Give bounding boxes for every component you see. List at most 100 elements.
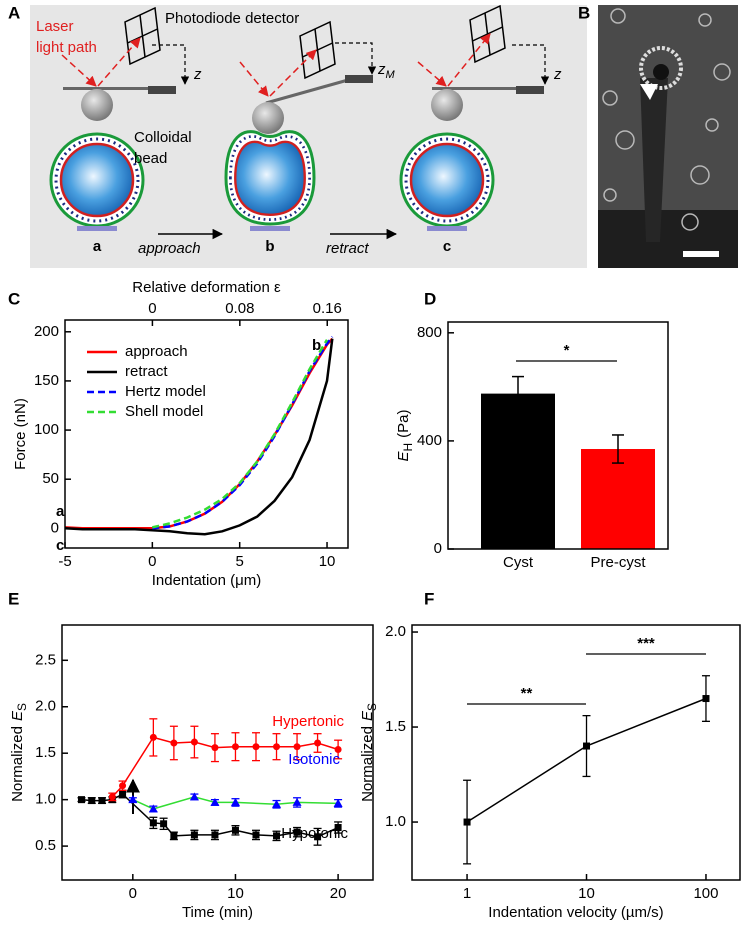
laser-label: light path bbox=[36, 39, 97, 56]
significance-label: ** bbox=[521, 685, 533, 702]
point bbox=[231, 826, 239, 834]
point bbox=[128, 795, 138, 804]
y-tick-label: 150 bbox=[34, 372, 59, 389]
height-symbol: z bbox=[377, 61, 386, 78]
point bbox=[252, 743, 260, 751]
point bbox=[230, 797, 240, 806]
point bbox=[210, 797, 220, 806]
plot-frame bbox=[61, 624, 374, 881]
point bbox=[108, 793, 116, 801]
bead-label: Colloidal bbox=[134, 129, 192, 146]
point bbox=[702, 695, 710, 703]
y-tick-label: 100 bbox=[34, 421, 59, 438]
schematic-bg bbox=[30, 5, 587, 268]
y-label: Normalized ES bbox=[359, 703, 379, 802]
state-label: b bbox=[265, 238, 274, 255]
y-tick-label: 0 bbox=[51, 519, 59, 536]
y-tick-label: 50 bbox=[42, 470, 59, 487]
x-tick-label: 10 bbox=[227, 885, 244, 902]
y-tick-label: 1.0 bbox=[35, 791, 56, 808]
point bbox=[292, 797, 302, 806]
point bbox=[119, 790, 127, 798]
y-tick-label: 1.5 bbox=[385, 718, 406, 735]
height-symbol: z bbox=[193, 66, 202, 83]
point bbox=[119, 782, 127, 790]
point bbox=[272, 799, 282, 808]
annotation: c bbox=[56, 537, 64, 554]
x-label: Indentation velocity (µm/s) bbox=[488, 904, 663, 921]
point bbox=[88, 797, 96, 805]
point bbox=[211, 831, 219, 839]
height-label: z bbox=[193, 66, 202, 83]
panel-label: F bbox=[424, 589, 434, 608]
x-tick-label: 0 bbox=[148, 553, 156, 570]
x-tick-label: 100 bbox=[693, 885, 718, 902]
point bbox=[189, 792, 199, 801]
series-line bbox=[152, 335, 334, 530]
series-line bbox=[64, 337, 334, 530]
y-tick-label: 2.0 bbox=[385, 623, 406, 640]
height-symbol: z bbox=[553, 66, 562, 83]
point bbox=[293, 743, 301, 751]
point bbox=[314, 833, 322, 841]
point bbox=[170, 739, 178, 747]
y-label: Force (nN) bbox=[12, 398, 29, 470]
laser-label: Laser bbox=[36, 18, 74, 35]
bar bbox=[581, 449, 655, 549]
point bbox=[78, 796, 86, 804]
point bbox=[148, 804, 158, 813]
point bbox=[231, 743, 239, 751]
label-symbol: E bbox=[395, 450, 412, 461]
point bbox=[252, 831, 260, 839]
y-tick-label: 1.5 bbox=[35, 744, 56, 761]
error-bar bbox=[512, 375, 524, 412]
height-subscript: M bbox=[386, 69, 396, 81]
x-tick-label: 1 bbox=[463, 885, 471, 902]
point bbox=[160, 820, 168, 828]
annotation: b bbox=[312, 337, 321, 354]
y-tick-label: 0.5 bbox=[35, 837, 56, 854]
step-label: retract bbox=[326, 240, 369, 257]
height-label: z bbox=[553, 66, 562, 83]
point bbox=[334, 745, 342, 753]
state-label: c bbox=[443, 238, 451, 255]
point bbox=[293, 828, 301, 836]
label-symbol: E bbox=[359, 710, 376, 721]
point bbox=[333, 798, 343, 807]
x2-tick-label: 0 bbox=[148, 300, 156, 317]
micrograph bbox=[598, 5, 738, 268]
y-tick-label: 200 bbox=[34, 323, 59, 340]
point bbox=[190, 738, 198, 746]
label-unit: (Pa) bbox=[395, 410, 412, 438]
y-tick-label: 400 bbox=[417, 432, 442, 449]
significance-label: * bbox=[564, 342, 570, 359]
step-label: approach bbox=[138, 240, 201, 257]
label-subscript: S bbox=[365, 703, 379, 711]
legend-label: approach bbox=[125, 343, 188, 360]
point bbox=[211, 744, 219, 752]
point bbox=[98, 797, 106, 805]
label-text: Normalized bbox=[359, 726, 376, 802]
label-symbol: E bbox=[9, 710, 26, 721]
point bbox=[273, 832, 281, 840]
x-tick-label: 0 bbox=[129, 885, 137, 902]
panel-label: C bbox=[8, 289, 20, 308]
point bbox=[190, 831, 198, 839]
cantilevers bbox=[63, 75, 544, 105]
bar bbox=[481, 393, 555, 549]
annotation: a bbox=[56, 503, 65, 520]
x-label: Indentation (μm) bbox=[152, 572, 262, 589]
panel-label: D bbox=[424, 289, 436, 308]
point bbox=[463, 818, 471, 826]
x2-label: Relative deformation ε bbox=[132, 279, 281, 296]
plot-frame bbox=[447, 321, 669, 550]
series-line bbox=[132, 796, 339, 810]
beads bbox=[81, 89, 463, 134]
point bbox=[273, 743, 281, 751]
series-line bbox=[64, 338, 334, 536]
panel-label: B bbox=[578, 3, 590, 22]
x-tick-label: 10 bbox=[319, 553, 336, 570]
y-tick-label: 2.5 bbox=[35, 651, 56, 668]
x-tick-label: -5 bbox=[58, 553, 71, 570]
